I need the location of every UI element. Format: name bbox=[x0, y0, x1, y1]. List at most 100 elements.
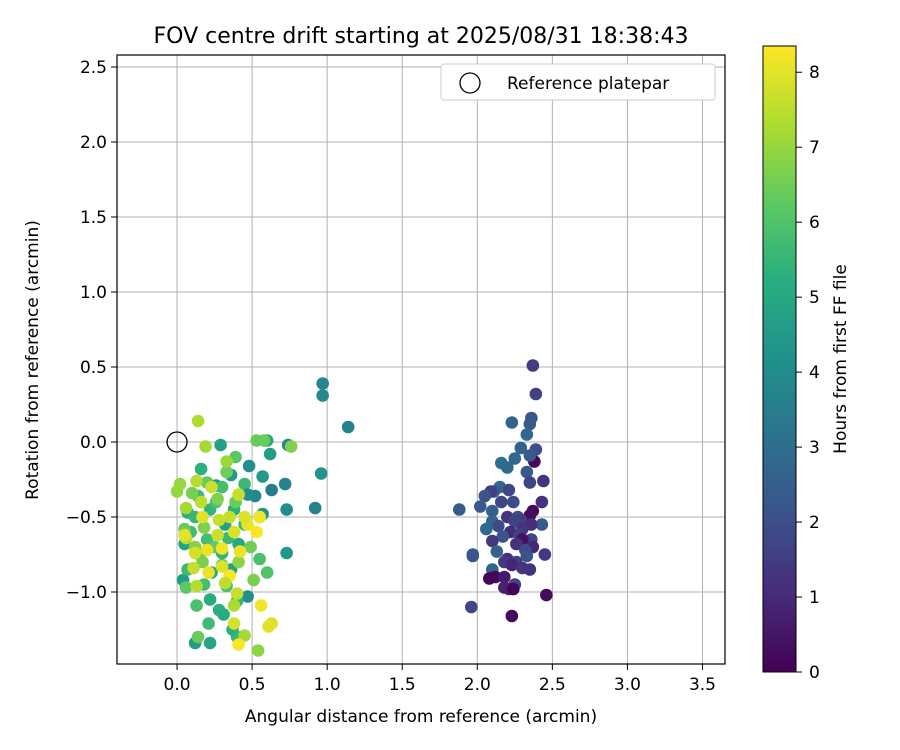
data-point bbox=[316, 389, 329, 402]
y-tick-label: −1.0 bbox=[66, 583, 107, 603]
colorbar-tick-label: 7 bbox=[809, 138, 820, 158]
data-point bbox=[486, 534, 499, 548]
data-point bbox=[188, 546, 202, 560]
data-point bbox=[230, 587, 244, 600]
data-point bbox=[514, 441, 528, 455]
data-point bbox=[191, 414, 205, 428]
data-point bbox=[535, 518, 549, 531]
data-point bbox=[452, 503, 466, 516]
data-point bbox=[220, 455, 233, 468]
data-point bbox=[233, 545, 247, 558]
data-point bbox=[265, 483, 278, 497]
data-point bbox=[178, 528, 191, 542]
colorbar-tick-label: 5 bbox=[809, 288, 820, 308]
x-tick-label: 3.0 bbox=[614, 675, 641, 695]
data-point bbox=[253, 510, 266, 524]
data-point bbox=[250, 525, 263, 539]
data-point bbox=[203, 593, 217, 606]
data-point bbox=[505, 609, 519, 623]
data-point bbox=[284, 440, 298, 453]
data-point bbox=[202, 617, 215, 630]
data-point bbox=[211, 528, 224, 542]
data-point bbox=[280, 503, 293, 516]
colorbar-label: Hours from first FF file bbox=[831, 264, 851, 454]
scatter-points bbox=[170, 359, 553, 657]
data-point bbox=[254, 599, 268, 612]
colorbar: 0 1 2 3 4 5 6 7 8 Hours from first FF file bbox=[762, 45, 851, 683]
legend-label: Reference platepar bbox=[507, 74, 669, 94]
data-point bbox=[498, 570, 511, 584]
y-axis-ticks: −1.0 −0.5 0.0 0.5 1.0 1.5 2.0 2.5 bbox=[66, 58, 117, 603]
data-point bbox=[280, 546, 293, 560]
reference-marker bbox=[166, 431, 188, 453]
data-point bbox=[508, 452, 522, 465]
x-tick-label: 3.5 bbox=[689, 675, 716, 695]
data-point bbox=[464, 600, 478, 614]
colorbar-tick-label: 4 bbox=[809, 363, 820, 383]
data-point bbox=[502, 483, 516, 497]
data-point bbox=[256, 470, 269, 483]
data-point bbox=[507, 495, 520, 509]
data-point bbox=[523, 563, 537, 576]
data-point bbox=[238, 477, 251, 491]
data-point bbox=[341, 420, 355, 434]
x-tick-label: 2.5 bbox=[539, 675, 566, 695]
data-point bbox=[205, 480, 218, 494]
data-point bbox=[212, 513, 226, 527]
y-tick-label: 0.5 bbox=[80, 358, 107, 378]
colorbar-tick-label: 6 bbox=[809, 213, 820, 233]
data-point bbox=[529, 387, 543, 401]
legend-box bbox=[440, 63, 716, 101]
y-axis-label: Rotation from reference (arcmin) bbox=[23, 220, 43, 500]
y-tick-label: 0.0 bbox=[80, 433, 107, 453]
data-point bbox=[483, 572, 496, 585]
data-point bbox=[251, 644, 265, 657]
data-point bbox=[232, 555, 245, 569]
data-point bbox=[179, 581, 193, 594]
data-point bbox=[232, 638, 245, 651]
data-point bbox=[478, 489, 492, 503]
data-point bbox=[185, 486, 199, 500]
colorbar-tick-label: 2 bbox=[809, 513, 820, 533]
colorbar-tick-label: 3 bbox=[809, 438, 820, 458]
data-point bbox=[496, 530, 510, 543]
data-point bbox=[190, 579, 203, 593]
data-point bbox=[490, 545, 504, 558]
data-point bbox=[263, 447, 277, 461]
y-tick-label: 1.0 bbox=[80, 283, 107, 303]
data-point bbox=[232, 488, 245, 501]
legend-marker-icon bbox=[459, 72, 481, 94]
data-point bbox=[486, 504, 499, 518]
data-point bbox=[215, 480, 229, 494]
data-point bbox=[250, 434, 263, 447]
data-point bbox=[260, 566, 274, 579]
data-point bbox=[238, 629, 251, 642]
colorbar-tick-label: 1 bbox=[809, 588, 820, 608]
data-point bbox=[308, 501, 322, 515]
data-point bbox=[253, 552, 266, 566]
data-point bbox=[540, 588, 553, 602]
data-point bbox=[510, 537, 523, 551]
colorbar-gradient bbox=[762, 45, 797, 673]
data-point bbox=[314, 467, 328, 480]
data-point bbox=[220, 465, 233, 479]
data-point bbox=[215, 560, 229, 573]
data-point bbox=[262, 620, 275, 633]
data-point bbox=[507, 582, 520, 596]
x-tick-label: 1.5 bbox=[389, 675, 416, 695]
data-point bbox=[537, 474, 550, 488]
plot-frame bbox=[116, 54, 726, 665]
chart-title: FOV centre drift starting at 2025/08/31 … bbox=[154, 24, 689, 49]
data-point bbox=[520, 428, 534, 441]
x-tick-label: 0.5 bbox=[239, 675, 266, 695]
reference-platepar-point bbox=[166, 431, 188, 453]
legend: Reference platepar bbox=[440, 63, 716, 101]
data-point bbox=[199, 440, 212, 453]
data-point bbox=[203, 636, 217, 650]
colorbar-tick-label: 0 bbox=[809, 663, 820, 683]
data-point bbox=[526, 359, 540, 372]
data-point bbox=[191, 630, 205, 644]
x-axis-ticks: 0.0 0.5 1.0 1.5 2.0 2.5 3.0 3.5 bbox=[164, 664, 716, 695]
x-tick-label: 0.0 bbox=[164, 675, 191, 695]
